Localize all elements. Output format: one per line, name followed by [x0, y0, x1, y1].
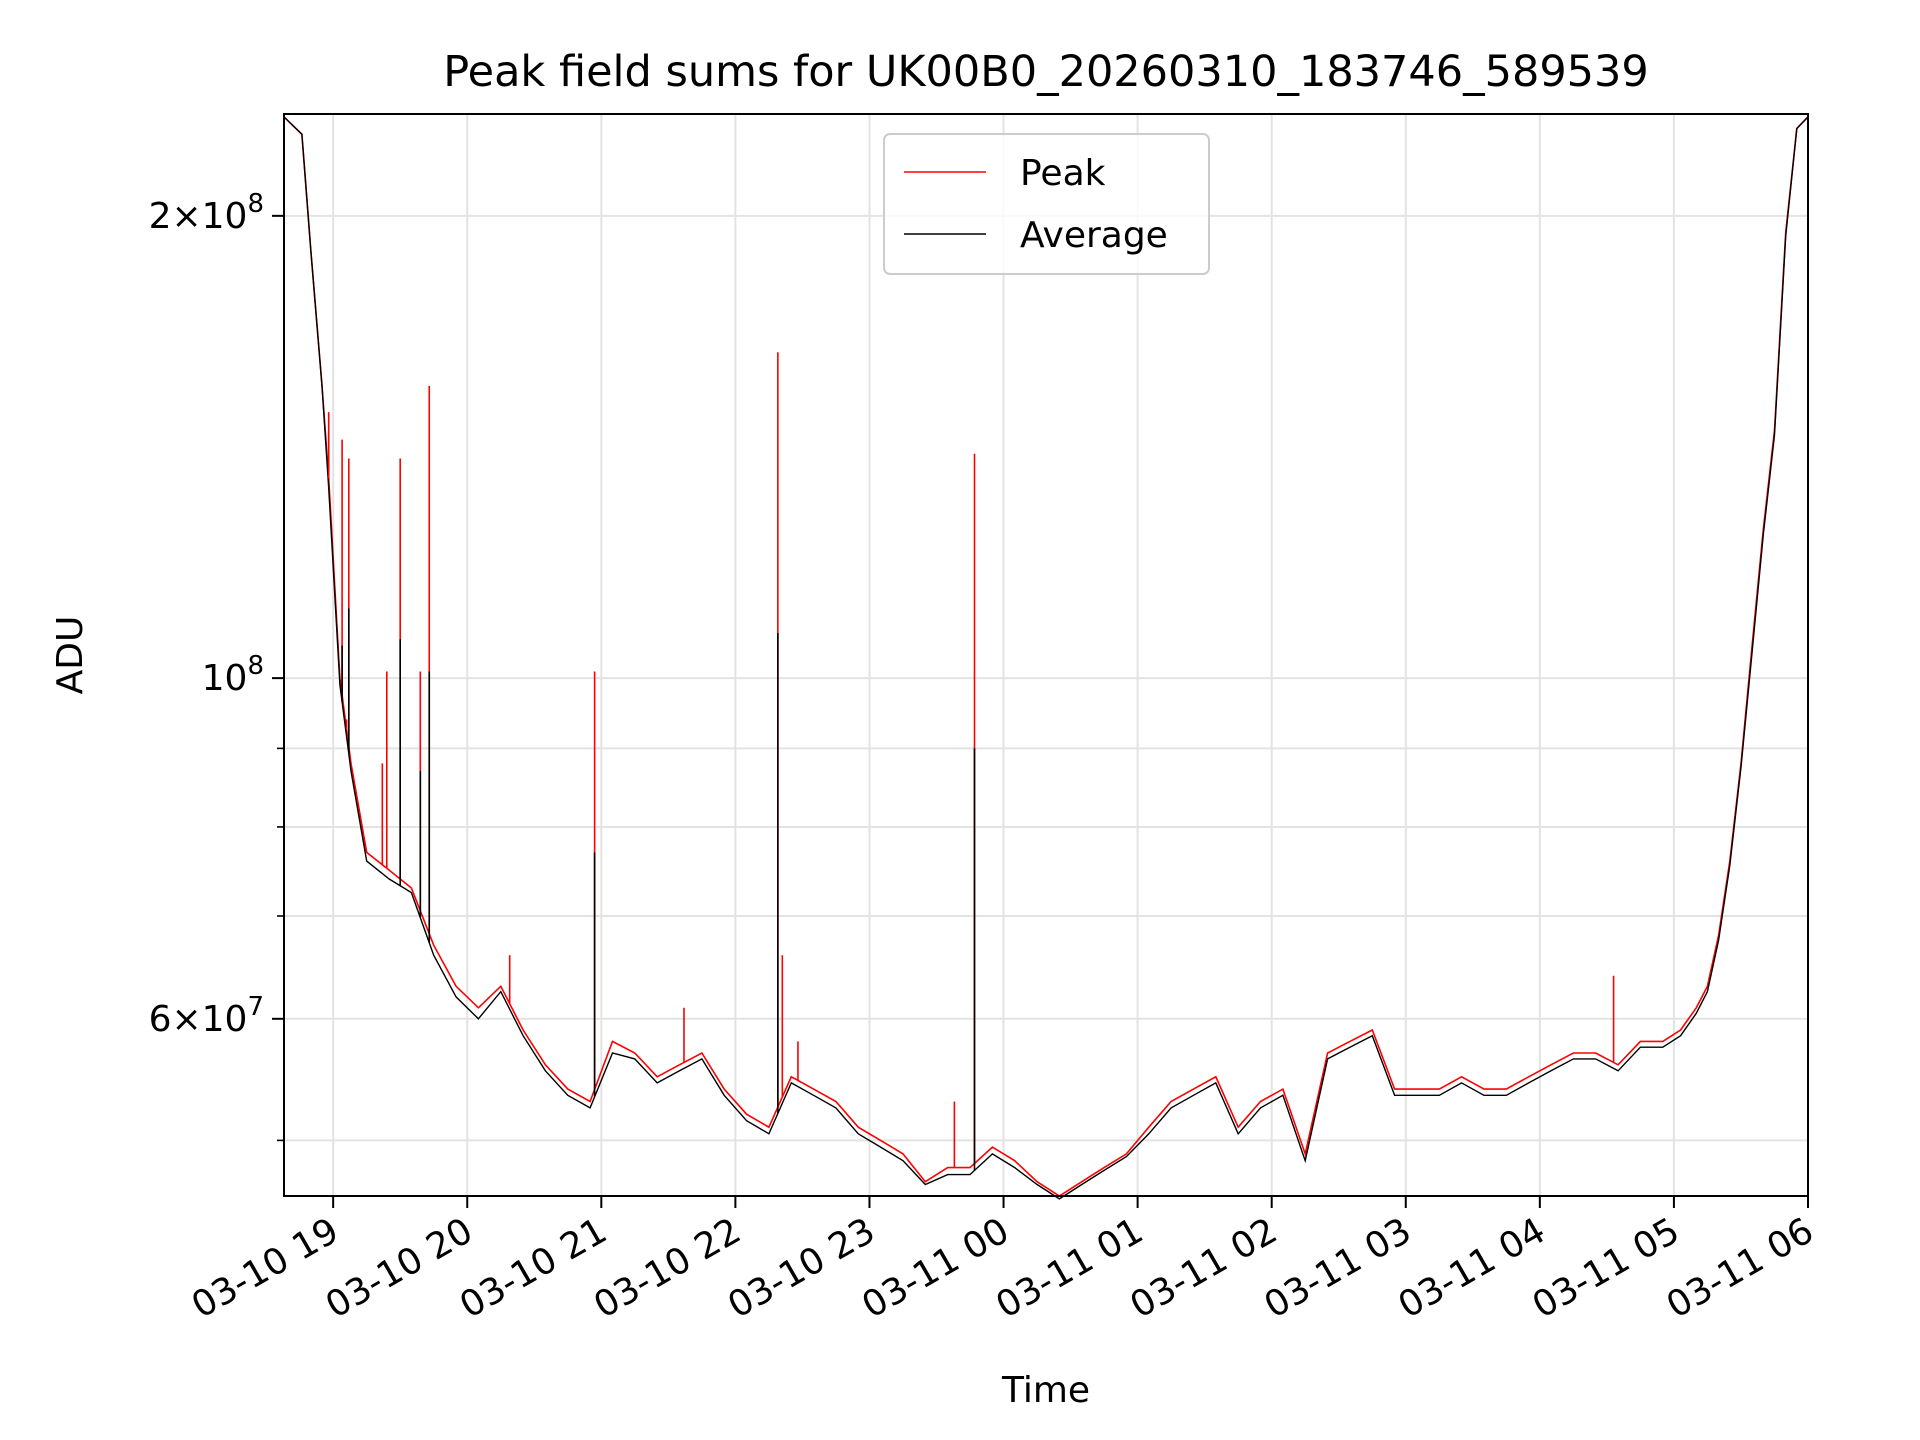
y-tick-mantissa: 6: [149, 999, 172, 1040]
plot-frame: [283, 113, 1809, 1197]
y-tick-multiply: ×: [171, 196, 201, 237]
legend-label-average: Average: [1020, 215, 1168, 256]
y-tick-base: 10: [202, 999, 248, 1040]
legend-label-peak: Peak: [1020, 153, 1106, 194]
legend-box: [883, 133, 1210, 275]
plot-area: [283, 116, 1809, 1200]
y-tick-exponent: 8: [247, 189, 264, 219]
legend: Peak Average: [883, 133, 1210, 275]
y-tick-label: 2×108: [149, 189, 264, 237]
y-tick-label: 6×107: [149, 992, 264, 1040]
series-line-average: [283, 116, 1809, 1200]
series-line-peak: [283, 116, 1809, 1197]
y-tick-mantissa: 2: [149, 196, 172, 237]
y-tick-label: 108: [202, 651, 264, 699]
chart-title: Peak field sums for UK00B0_20260310_1837…: [443, 47, 1649, 97]
y-axis-label: ADU: [50, 616, 91, 695]
y-tick-exponent: 8: [247, 651, 264, 681]
y-tick-exponent: 7: [247, 992, 264, 1022]
y-tick-base: 10: [202, 658, 248, 699]
y-tick-base: 10: [202, 196, 248, 237]
x-axis-label: Time: [1001, 1370, 1090, 1411]
y-tick-multiply: ×: [171, 999, 201, 1040]
